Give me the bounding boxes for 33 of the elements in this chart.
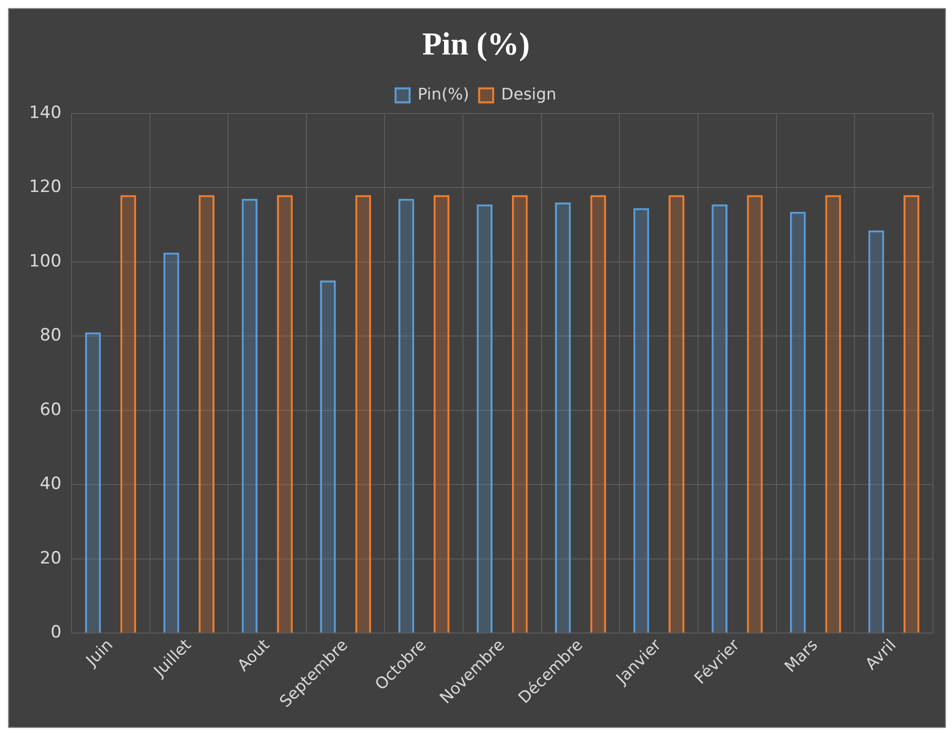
bar [120,195,136,633]
bar [198,195,214,633]
bar [476,204,493,633]
bar [668,195,684,633]
chart-title: Pin (%) [422,25,530,62]
bar [904,195,920,633]
bar [554,202,571,633]
bar [355,195,372,633]
y-tick-label: 0 [50,622,62,643]
bar [434,195,450,633]
y-tick-label: 20 [40,548,62,568]
y-tick-label: 40 [40,474,62,494]
legend-label: Design [501,84,556,104]
legend-label: Pin(%) [418,84,470,104]
bar [590,195,606,633]
y-tick-label: 80 [40,326,62,346]
bar [320,280,336,633]
bar [825,195,842,633]
bar [868,230,884,633]
y-tick-label: 120 [28,177,62,198]
y-tick-label: 60 [40,400,62,420]
bar [398,198,414,633]
bar [85,332,101,633]
y-tick-label: 100 [28,251,62,272]
bar [242,198,258,633]
bar [163,252,180,633]
bar [712,204,728,633]
bar [633,208,650,633]
y-tick-label: 140 [28,102,62,123]
bar [790,212,806,633]
bar [512,195,528,633]
bar [746,195,763,633]
bar [276,195,293,633]
